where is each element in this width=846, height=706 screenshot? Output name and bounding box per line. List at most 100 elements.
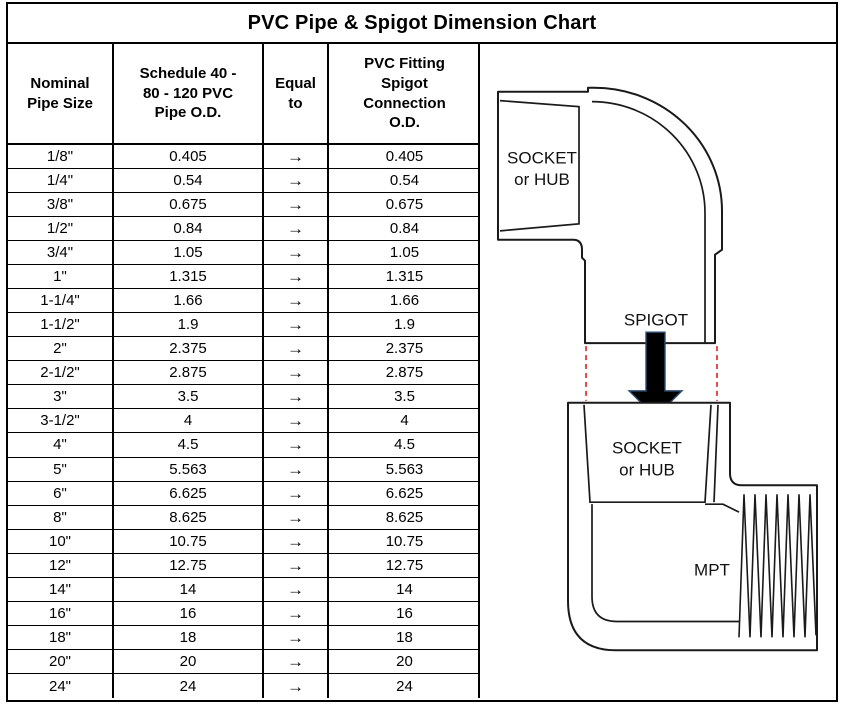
cell-nominal-size: 1/8"	[8, 143, 114, 169]
cell-nominal-size: 18"	[8, 625, 114, 651]
right-arrow-icon: →	[262, 600, 329, 627]
cell-pipe-od: 0.675	[112, 191, 264, 217]
dimension-table: Nominal Pipe Size Schedule 40 - 80 - 120…	[8, 44, 480, 698]
table-row: 3/4" 1.05 → 1.05	[8, 239, 480, 265]
cell-nominal-size: 14"	[8, 576, 114, 602]
cell-spigot-od: 2.375	[327, 336, 480, 362]
cell-nominal-size: 16"	[8, 600, 114, 627]
right-arrow-icon: →	[262, 215, 329, 241]
cell-spigot-od: 6.625	[327, 480, 480, 506]
upper-elbow-wall-line	[591, 100, 706, 344]
table-body: 1/8" 0.405 → 0.405 1/4" 0.54 → 0.54 3/8"…	[8, 143, 480, 698]
table-row: 16" 16 → 16	[8, 600, 480, 627]
cell-spigot-od: 2.875	[327, 360, 480, 386]
cell-pipe-od: 0.405	[112, 143, 264, 169]
upper-elbow-outline	[497, 86, 723, 345]
right-arrow-icon: →	[262, 432, 329, 458]
table-row: 3" 3.5 → 3.5	[8, 384, 480, 410]
cell-spigot-od: 4	[327, 408, 480, 434]
right-arrow-icon: →	[262, 143, 329, 169]
right-arrow-icon: →	[262, 504, 329, 530]
table-row: 1-1/2" 1.9 → 1.9	[8, 312, 480, 338]
cell-spigot-od: 1.05	[327, 239, 480, 265]
cell-nominal-size: 10"	[8, 528, 114, 554]
table-row: 3/8" 0.675 → 0.675	[8, 191, 480, 217]
table-row: 3-1/2" 4 → 4	[8, 408, 480, 434]
table-row: 24" 24 → 24	[8, 673, 480, 698]
cell-nominal-size: 24"	[8, 673, 114, 698]
cell-pipe-od: 1.9	[112, 312, 264, 338]
table-row: 18" 18 → 18	[8, 625, 480, 651]
cell-pipe-od: 1.05	[112, 239, 264, 265]
cell-spigot-od: 5.563	[327, 456, 480, 482]
cell-nominal-size: 1-1/4"	[8, 287, 114, 314]
right-arrow-icon: →	[262, 239, 329, 265]
cell-spigot-od: 0.675	[327, 191, 480, 217]
chart-frame: PVC Pipe & Spigot Dimension Chart Nomina…	[6, 2, 838, 702]
cell-nominal-size: 2-1/2"	[8, 360, 114, 386]
table-row: 14" 14 → 14	[8, 576, 480, 602]
right-arrow-icon: →	[262, 528, 329, 554]
table-header: Nominal Pipe Size Schedule 40 - 80 - 120…	[8, 44, 480, 145]
cell-nominal-size: 3"	[8, 384, 114, 410]
page-title: PVC Pipe & Spigot Dimension Chart	[8, 4, 836, 44]
cell-pipe-od: 4.5	[112, 432, 264, 458]
cell-nominal-size: 1-1/2"	[8, 312, 114, 338]
cell-pipe-od: 1.66	[112, 287, 264, 314]
right-arrow-icon: →	[262, 263, 329, 289]
table-row: 6" 6.625 → 6.625	[8, 480, 480, 506]
table-row: 1/8" 0.405 → 0.405	[8, 143, 480, 169]
lower-socket-bore-lines	[583, 404, 719, 504]
lower-socket-label-line2: or HUB	[619, 460, 675, 479]
cell-spigot-od: 0.54	[327, 167, 480, 193]
right-arrow-icon: →	[262, 287, 329, 314]
cell-pipe-od: 14	[112, 576, 264, 602]
lower-elbow-inner-cavity-lines	[591, 503, 740, 623]
upper-socket-label-line1: SOCKET	[507, 148, 577, 167]
cell-nominal-size: 4"	[8, 432, 114, 458]
cell-spigot-od: 18	[327, 625, 480, 651]
table-row: 1/2" 0.84 → 0.84	[8, 215, 480, 241]
cell-spigot-od: 10.75	[327, 528, 480, 554]
cell-pipe-od: 16	[112, 600, 264, 627]
right-arrow-icon: →	[262, 673, 329, 698]
table-row: 2" 2.375 → 2.375	[8, 336, 480, 362]
table-row: 20" 20 → 20	[8, 649, 480, 675]
cell-spigot-od: 0.405	[327, 143, 480, 169]
cell-pipe-od: 4	[112, 408, 264, 434]
column-header-pipe-od: Schedule 40 - 80 - 120 PVC Pipe O.D.	[112, 44, 264, 145]
cell-pipe-od: 6.625	[112, 480, 264, 506]
right-arrow-icon: →	[262, 576, 329, 602]
cell-nominal-size: 1/2"	[8, 215, 114, 241]
cell-spigot-od: 1.315	[327, 263, 480, 289]
cell-nominal-size: 6"	[8, 480, 114, 506]
right-arrow-icon: →	[262, 336, 329, 362]
cell-nominal-size: 8"	[8, 504, 114, 530]
cell-spigot-od: 1.9	[327, 312, 480, 338]
cell-pipe-od: 12.75	[112, 552, 264, 578]
column-header-nominal-size: Nominal Pipe Size	[8, 44, 114, 145]
cell-spigot-od: 4.5	[327, 432, 480, 458]
table-row: 12" 12.75 → 12.75	[8, 552, 480, 578]
cell-pipe-od: 2.875	[112, 360, 264, 386]
cell-spigot-od: 0.84	[327, 215, 480, 241]
right-arrow-icon: →	[262, 167, 329, 193]
mpt-label: MPT	[694, 561, 730, 580]
right-arrow-icon: →	[262, 312, 329, 338]
table-row: 1-1/4" 1.66 → 1.66	[8, 287, 480, 314]
cell-spigot-od: 8.625	[327, 504, 480, 530]
right-arrow-icon: →	[262, 360, 329, 386]
cell-pipe-od: 8.625	[112, 504, 264, 530]
right-arrow-icon: →	[262, 191, 329, 217]
table-row: 4" 4.5 → 4.5	[8, 432, 480, 458]
cell-pipe-od: 1.315	[112, 263, 264, 289]
cell-spigot-od: 20	[327, 649, 480, 675]
cell-nominal-size: 2"	[8, 336, 114, 362]
cell-nominal-size: 3/4"	[8, 239, 114, 265]
right-arrow-icon: →	[262, 552, 329, 578]
main-area: Nominal Pipe Size Schedule 40 - 80 - 120…	[8, 44, 836, 698]
table-row: 2-1/2" 2.875 → 2.875	[8, 360, 480, 386]
cell-pipe-od: 5.563	[112, 456, 264, 482]
cell-spigot-od: 1.66	[327, 287, 480, 314]
cell-pipe-od: 20	[112, 649, 264, 675]
